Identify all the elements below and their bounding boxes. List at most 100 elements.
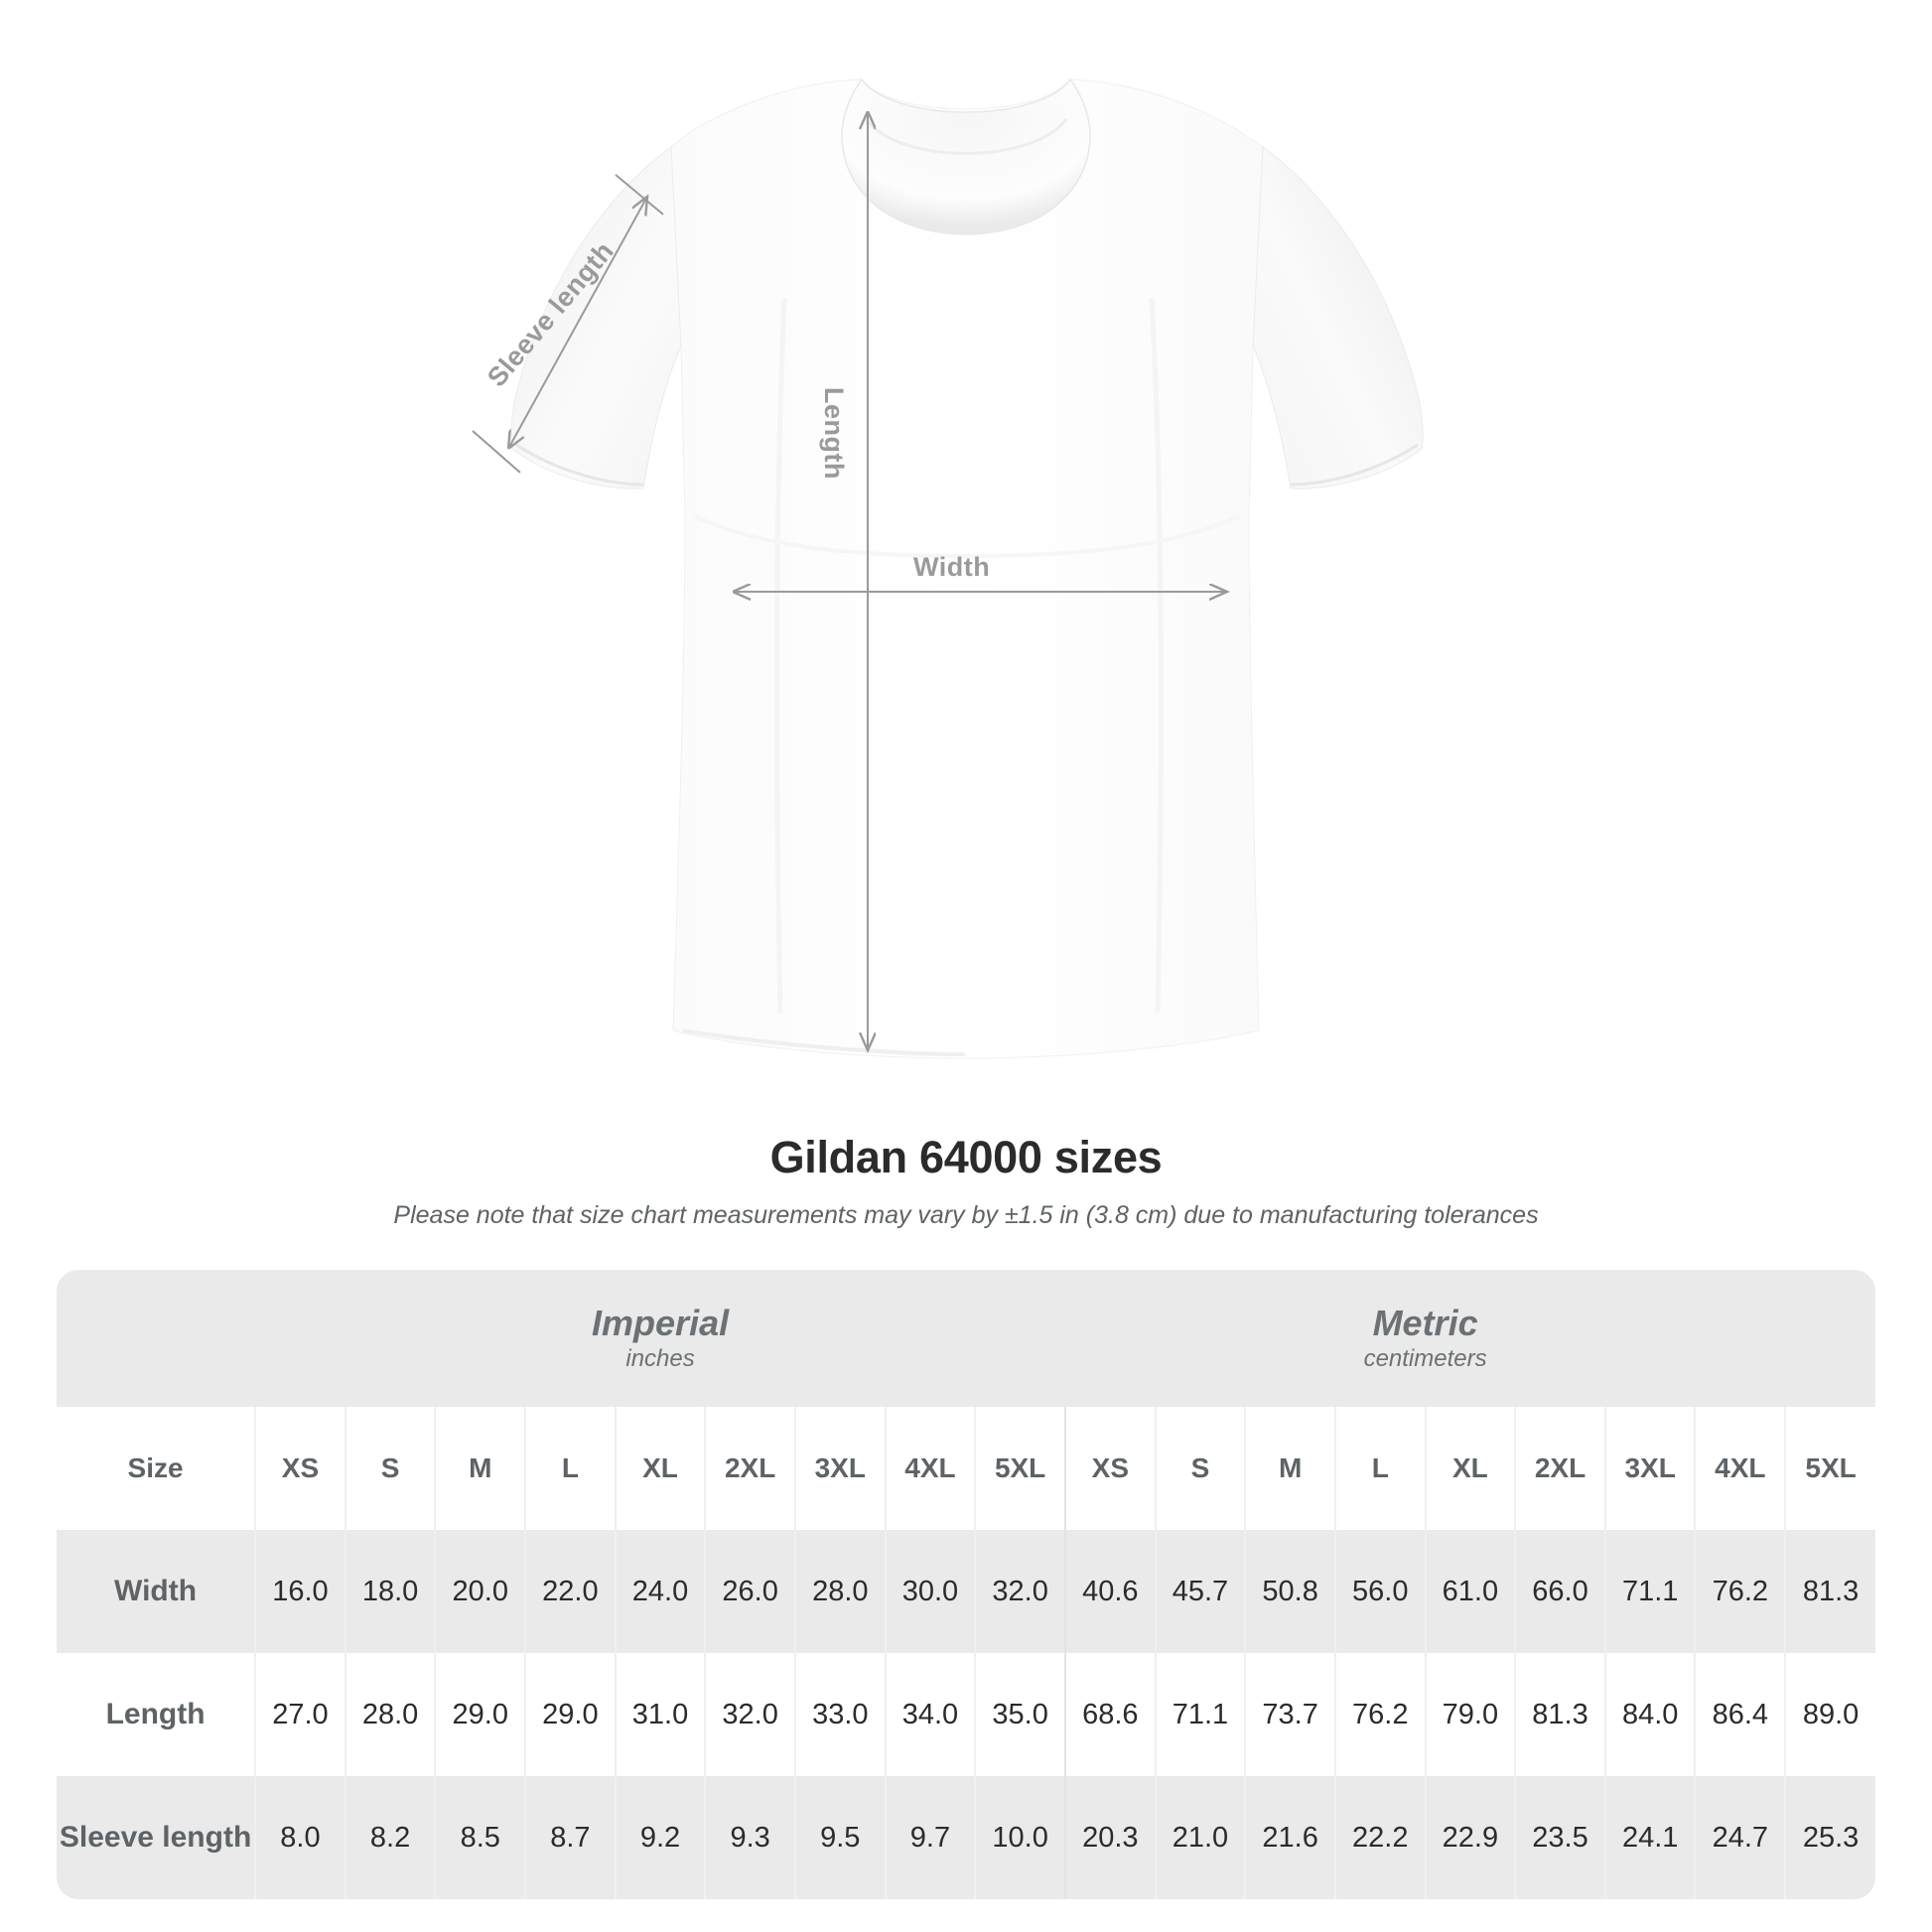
width-imperial-3xl: 28.0	[793, 1530, 886, 1653]
sleeve-metric-l: 22.2	[1333, 1776, 1426, 1899]
width-imperial-s: 18.0	[344, 1530, 436, 1653]
row-label-sleeve-length: Sleeve length	[57, 1776, 256, 1899]
imperial-unit-cell: Imperial inches	[255, 1270, 1065, 1407]
sleeve-metric-xl: 22.9	[1424, 1776, 1516, 1899]
metric-unit-cell: Metric centimeters	[1065, 1270, 1786, 1407]
width-imperial-2xl: 26.0	[704, 1530, 795, 1653]
width-metric-l: 56.0	[1333, 1530, 1426, 1653]
header-metric-2xl: 2XL	[1514, 1407, 1605, 1530]
length-metric-xs: 68.6	[1064, 1653, 1156, 1776]
sleeve-imperial-xs: 8.0	[254, 1776, 345, 1899]
metric-unit-sub: centimeters	[1363, 1345, 1487, 1373]
header-metric-s: S	[1154, 1407, 1246, 1530]
header-imperial-3xl: 3XL	[793, 1407, 886, 1530]
page-title: Gildan 64000 sizes	[769, 1132, 1163, 1182]
width-imperial-l: 22.0	[524, 1530, 616, 1653]
header-metric-xs: XS	[1064, 1407, 1156, 1530]
header-imperial-2xl: 2XL	[704, 1407, 795, 1530]
length-imperial-4xl: 34.0	[884, 1653, 976, 1776]
header-imperial-xl: XL	[614, 1407, 706, 1530]
header-imperial-l: L	[524, 1407, 616, 1530]
table-header-row: Size XS S M L XL 2XL 3XL 4XL 5XL XS S M …	[57, 1407, 1875, 1530]
length-metric-2xl: 81.3	[1514, 1653, 1605, 1776]
imperial-label: Imperial	[592, 1302, 730, 1343]
length-metric-3xl: 84.0	[1603, 1653, 1696, 1776]
sleeve-imperial-s: 8.2	[344, 1776, 436, 1899]
width-metric-3xl: 71.1	[1603, 1530, 1696, 1653]
sleeve-cap-top	[615, 174, 664, 215]
length-metric-l: 76.2	[1333, 1653, 1426, 1776]
length-metric-s: 71.1	[1154, 1653, 1246, 1776]
tolerance-note: Please note that size chart measurements…	[393, 1201, 1539, 1229]
width-imperial-4xl: 30.0	[884, 1530, 976, 1653]
header-metric-3xl: 3XL	[1603, 1407, 1696, 1530]
length-imperial-xs: 27.0	[254, 1653, 345, 1776]
header-metric-xl: XL	[1424, 1407, 1516, 1530]
size-chart-table: Imperial inches Metric centimeters Size …	[57, 1270, 1875, 1899]
header-imperial-m: M	[434, 1407, 526, 1530]
width-metric-2xl: 66.0	[1514, 1530, 1605, 1653]
width-imperial-xs: 16.0	[254, 1530, 345, 1653]
row-label-length: Length	[57, 1653, 256, 1776]
width-metric-m: 50.8	[1244, 1530, 1335, 1653]
sleeve-metric-m: 21.6	[1244, 1776, 1335, 1899]
sleeve-metric-2xl: 23.5	[1514, 1776, 1605, 1899]
width-dimension-label: Width	[913, 552, 991, 582]
size-header-label: Size	[57, 1407, 256, 1530]
unit-band-spacer-right	[1785, 1270, 1875, 1407]
length-imperial-5xl: 35.0	[974, 1653, 1065, 1776]
table-row-width: Width 16.0 18.0 20.0 22.0 24.0 26.0 28.0…	[57, 1530, 1875, 1653]
width-metric-4xl: 76.2	[1694, 1530, 1786, 1653]
sleeve-metric-4xl: 24.7	[1694, 1776, 1786, 1899]
length-dimension-label: Length	[819, 387, 849, 480]
length-imperial-l: 29.0	[524, 1653, 616, 1776]
tshirt-illustration	[472, 77, 1424, 1059]
sleeve-measure-line	[508, 197, 647, 449]
header-imperial-xs: XS	[254, 1407, 345, 1530]
sleeve-metric-5xl: 25.3	[1784, 1776, 1875, 1899]
unit-band-spacer	[57, 1270, 256, 1407]
header-imperial-s: S	[344, 1407, 436, 1530]
length-imperial-3xl: 33.0	[793, 1653, 886, 1776]
sleeve-imperial-l: 8.7	[524, 1776, 616, 1899]
width-metric-xs: 40.6	[1064, 1530, 1156, 1653]
width-imperial-5xl: 32.0	[974, 1530, 1065, 1653]
header-metric-m: M	[1244, 1407, 1335, 1530]
length-imperial-s: 28.0	[344, 1653, 436, 1776]
tshirt-diagram: Length Width Sleeve length	[472, 77, 1424, 1059]
sleeve-imperial-5xl: 10.0	[974, 1776, 1065, 1899]
sleeve-imperial-2xl: 9.3	[704, 1776, 795, 1899]
row-label-width: Width	[57, 1530, 256, 1653]
sleeve-metric-xs: 20.3	[1064, 1776, 1156, 1899]
width-imperial-m: 20.0	[434, 1530, 526, 1653]
width-metric-5xl: 81.3	[1784, 1530, 1875, 1653]
sleeve-imperial-3xl: 9.5	[793, 1776, 886, 1899]
sleeve-cap-bottom	[472, 430, 521, 474]
sleeve-imperial-xl: 9.2	[614, 1776, 706, 1899]
length-metric-5xl: 89.0	[1784, 1653, 1875, 1776]
sleeve-metric-3xl: 24.1	[1603, 1776, 1696, 1899]
sleeve-imperial-m: 8.5	[434, 1776, 526, 1899]
width-metric-xl: 61.0	[1424, 1530, 1516, 1653]
header-metric-5xl: 5XL	[1784, 1407, 1875, 1530]
header-metric-l: L	[1333, 1407, 1426, 1530]
sleeve-metric-s: 21.0	[1154, 1776, 1246, 1899]
length-imperial-m: 29.0	[434, 1653, 526, 1776]
metric-label: Metric	[1372, 1302, 1478, 1343]
length-metric-4xl: 86.4	[1694, 1653, 1786, 1776]
header-imperial-5xl: 5XL	[974, 1407, 1065, 1530]
table-row-sleeve-length: Sleeve length 8.0 8.2 8.5 8.7 9.2 9.3 9.…	[57, 1776, 1875, 1899]
length-imperial-xl: 31.0	[614, 1653, 706, 1776]
width-imperial-xl: 24.0	[614, 1530, 706, 1653]
header-imperial-4xl: 4XL	[884, 1407, 976, 1530]
sleeve-imperial-4xl: 9.7	[884, 1776, 976, 1899]
imperial-unit-sub: inches	[625, 1345, 695, 1373]
length-metric-xl: 79.0	[1424, 1653, 1516, 1776]
width-metric-s: 45.7	[1154, 1530, 1246, 1653]
length-metric-m: 73.7	[1244, 1653, 1335, 1776]
header-metric-4xl: 4XL	[1694, 1407, 1786, 1530]
size-chart-table-container: Imperial inches Metric centimeters Size …	[57, 1270, 1875, 1899]
table-row-length: Length 27.0 28.0 29.0 29.0 31.0 32.0 33.…	[57, 1653, 1875, 1776]
unit-system-row: Imperial inches Metric centimeters	[57, 1270, 1875, 1407]
